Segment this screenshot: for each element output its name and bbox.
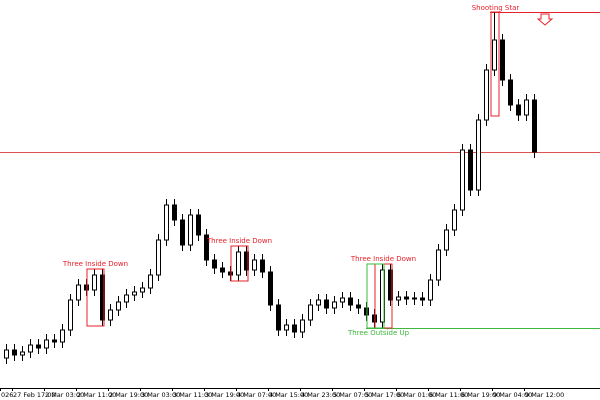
candle-body [156,239,161,276]
candle-body [492,39,497,71]
candle-body [28,344,33,353]
candle-body [348,297,353,306]
candle-body [116,301,121,311]
candle-body [164,204,169,241]
candle-body [92,274,97,291]
candle-body [220,267,225,273]
candle-body [340,297,345,303]
candle-body [516,104,521,116]
x-tick-label: 6 Mar 11:00 [429,391,468,399]
candle-body [188,214,193,246]
candle-body [452,209,457,231]
candle-body [444,229,449,251]
candle-body [508,79,513,106]
pattern-label: Shooting Star [472,4,520,12]
candle-body [468,149,473,191]
candle-body [324,299,329,309]
candle-body [396,296,401,301]
candle-body [268,271,273,306]
candle-body [204,234,209,261]
candle-body [252,259,257,271]
candle-body [476,119,481,191]
x-tick-label: 9 Mar 04:00 [493,391,532,399]
x-tick-label: 2 Mar 11:00 [77,391,116,399]
x-tick-label: 6 Mar 01:00 [397,391,436,399]
signal-arrow [536,13,554,26]
pattern-box [230,245,249,282]
x-tick-label: 4 Mar 23:00 [301,391,340,399]
candle-body [532,99,537,153]
candle-body [484,69,489,121]
candle-body [276,304,281,331]
candle-body [68,299,73,331]
candle-body [140,287,145,293]
x-tick-label: 27 Feb 17:00 [13,391,56,399]
candle-body [212,259,217,269]
candle-body [436,249,441,281]
candle-body [332,301,337,309]
candle-body [76,284,81,301]
pattern-label: Three Inside Down [206,237,272,245]
x-tick-label: 2 Mar 19:00 [109,391,148,399]
candle-body [308,304,313,321]
x-tick-label: 9 Mar 12:00 [525,391,564,399]
candle-body [172,204,177,221]
candle-body [404,296,409,300]
candle-body [12,349,17,356]
candle-body [36,344,41,349]
candle-body [180,219,185,246]
candle-body [356,304,361,309]
candle-body [412,297,417,300]
candle-body [4,349,9,359]
candle-body [196,214,201,236]
candle-body [148,274,153,289]
pattern-label: Three Outside Up [347,329,410,337]
x-tick-label: 2 Mar 03:00 [45,391,84,399]
x-tick-label: 4 Mar 07:00 [237,391,276,399]
candle-body [500,39,505,81]
candle-body [300,319,305,333]
candle-body [20,351,25,356]
x-tick-label: 5 Mar 17:00 [365,391,404,399]
pattern-label: Three Inside Down [350,255,416,263]
candle-body [316,299,321,306]
candle-body [108,309,113,321]
candle-body [132,291,137,296]
x-tick-label: 6 Mar 19:00 [461,391,500,399]
pattern-box [86,268,105,327]
candle-body [460,149,465,211]
x-tick-label: 3 Mar 03:00 [141,391,180,399]
pattern-box [490,11,500,117]
candle-body [124,294,129,303]
x-tick-label: 4 Mar 15:00 [269,391,308,399]
candle-body [52,339,57,343]
pattern-box [366,263,385,329]
candle-body [428,279,433,301]
x-tick-label: 3 Mar 19:00 [205,391,244,399]
x-tick-label: 026 [1,391,13,399]
candle-body [292,324,297,333]
candle-body [44,339,49,349]
candle-body [60,329,65,343]
x-tick-label: 5 Mar 07:00 [333,391,372,399]
candle-body [284,324,289,331]
candle-body [236,251,241,276]
x-tick-label: 3 Mar 11:00 [173,391,212,399]
candle-body [524,99,529,116]
pattern-label: Three Inside Down [62,260,128,268]
candle-body [260,259,265,273]
candle-body [420,297,425,301]
